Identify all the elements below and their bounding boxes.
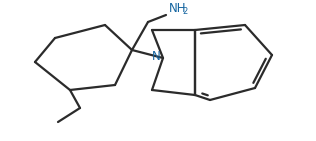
Text: 2: 2 <box>182 6 187 16</box>
Text: NH: NH <box>169 3 186 16</box>
Text: N: N <box>152 50 161 63</box>
